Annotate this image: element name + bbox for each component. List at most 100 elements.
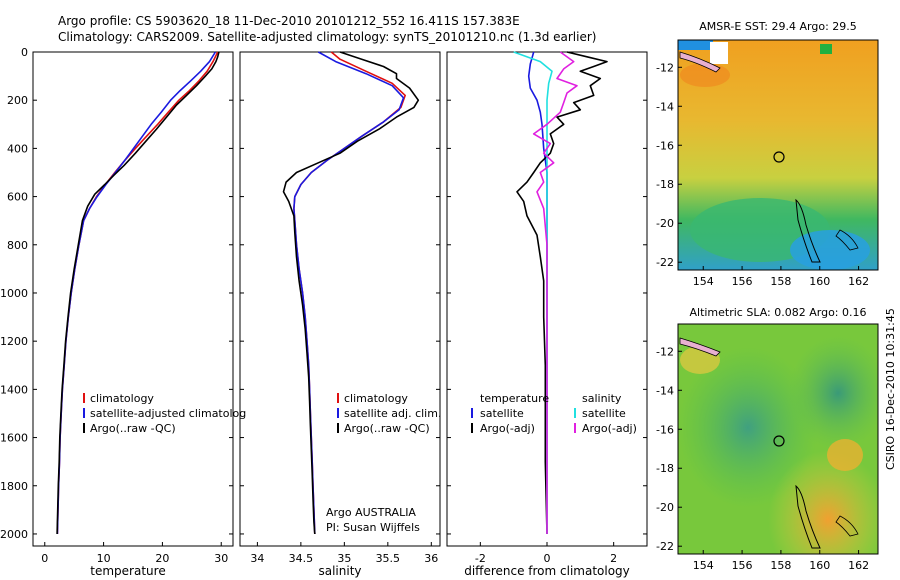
coastline-new-caledonia [795,198,821,263]
lat-tick-label: -22 [656,256,674,269]
salinity-series [282,51,420,535]
lat-tick-label: -20 [656,217,674,230]
difference-legend: temperature satellite Argo(-adj) salinit… [471,392,637,435]
y-tick-label: 800 [7,239,28,252]
lat-tick-label: -14 [656,384,674,397]
y-tick-label: 1200 [0,335,28,348]
lat-tick-label: -20 [656,501,674,514]
x-tick-label: 10 [97,552,111,565]
temperature-legend: climatology satellite-adjusted climatolo… [83,392,246,435]
legend-label-sal-argo: Argo(-adj) [582,422,637,435]
coastline-reef [835,515,859,537]
sst-map-title: AMSR-E SST: 29.4 Argo: 29.5 [699,20,857,33]
series-climatology [293,51,407,535]
lon-tick-label: 156 [732,275,753,288]
argo-program-label: Argo AUSTRALIA [326,506,416,519]
sla-map-axes: -12 -14 -16 -18 -20 -22 154 156 158 160 162 [656,345,869,572]
temperature-series [56,51,220,535]
legend-label-argo: Argo(..raw -QC) [344,422,430,435]
y-tick-label: 0 [21,46,28,59]
legend-label-argo: Argo(..raw -QC) [90,422,176,435]
lon-tick-label: 156 [732,559,753,572]
y-tick-label: 400 [7,142,28,155]
sla-orange-patch [827,439,863,471]
lat-tick-label: -16 [656,139,674,152]
coastline-new-caledonia [795,484,821,549]
y-tick-label: 1400 [0,383,28,396]
lat-tick-label: -18 [656,178,674,191]
x-tick-label: 30 [214,552,228,565]
x-tick-label: 34 [250,552,264,565]
x-tick-label: 2 [610,552,617,565]
credit-timestamp: CSIRO 16-Dec-2010 10:31:45 [884,308,897,470]
sst-map-frame [677,39,879,271]
temperature-y-axis: 0 200 400 600 800 1000 1200 1400 1600 1800 2000 [0,46,233,541]
header-line-2: Climatology: CARS2009. Satellite-adjuste… [58,30,596,44]
lon-tick-label: 162 [848,559,869,572]
salinity-legend: climatology satellite adj. clim. Argo(..… [337,392,441,435]
y-tick-label: 2000 [0,528,28,541]
sst-map: AMSR-E SST: 29.4 Argo: 29.5 -12 -14 -16 -18… [656,20,879,288]
x-tick-label: 35 [337,552,351,565]
legend-heading-salinity: salinity [582,392,622,405]
lon-tick-label: 154 [693,275,714,288]
coastline-reef [835,229,859,251]
y-tick-label: 200 [7,94,28,107]
legend-label-climatology: climatology [344,392,408,405]
y-tick-label: 1000 [0,287,28,300]
sla-map-frame [677,323,879,555]
x-tick-label: 34.5 [289,552,314,565]
sst-green-patch [820,44,832,54]
series-argo-raw-qc [56,51,220,535]
lat-tick-label: -14 [656,100,674,113]
legend-label-climatology: climatology [90,392,154,405]
argo-location-marker [773,151,785,163]
lon-tick-label: 160 [809,275,830,288]
x-tick-label: 20 [155,552,169,565]
difference-series [513,51,608,535]
salinity-y-axis [240,51,440,535]
series-temperature-argo-adj [516,51,608,535]
lat-tick-label: -22 [656,540,674,553]
lat-tick-label: -12 [656,345,674,358]
lon-tick-label: 158 [770,275,791,288]
difference-y-axis [447,51,647,535]
sla-map: Altimetric SLA: 0.082 Argo: 0.16 -12 -14 -… [656,306,879,572]
lat-tick-label: -18 [656,462,674,475]
legend-label-satellite: satellite adj. clim. [344,407,441,420]
series-salinity-argo-adj [532,51,578,534]
legend-label-temp-satellite: satellite [480,407,524,420]
legend-label-sal-satellite: satellite [582,407,626,420]
x-tick-label: 0 [544,552,551,565]
lon-tick-label: 158 [770,559,791,572]
temperature-panel: 0 200 400 600 800 1000 1200 1400 1600 1800 2000 0 1… [0,46,246,578]
legend-heading-temperature: temperature [480,392,549,405]
temperature-xlabel: temperature [90,564,165,578]
pi-label: PI: Susan Wijffels [326,521,420,534]
series-satellite-adjusted-climatology [56,51,217,535]
salinity-xlabel: salinity [318,564,361,578]
legend-label-satellite: satellite-adjusted climatolog [90,407,246,420]
sst-map-axes: -12 -14 -16 -18 -20 -22 154 156 158 160 162 [656,61,869,288]
lat-tick-label: -12 [656,61,674,74]
difference-xlabel: difference from climatology [464,564,630,578]
difference-panel: -2 0 2 difference from climatology tempera… [446,51,648,578]
legend-label-temp-argo: Argo(-adj) [480,422,535,435]
lon-tick-label: 154 [693,559,714,572]
lon-tick-label: 162 [848,275,869,288]
y-tick-label: 1600 [0,432,28,445]
salinity-panel: 34 34.5 35 35.5 36 salinity climatology sate… [239,51,441,578]
y-tick-label: 600 [7,191,28,204]
y-tick-label: 1800 [0,480,28,493]
x-tick-label: 36 [424,552,438,565]
difference-x-axis: -2 0 2 [475,542,617,565]
lat-tick-label: -16 [656,423,674,436]
x-tick-label: 0 [41,552,48,565]
sst-corner-patch [678,40,713,50]
x-tick-label: 35.5 [376,552,401,565]
sst-cold-region [790,230,870,270]
sla-map-title: Altimetric SLA: 0.082 Argo: 0.16 [689,306,866,319]
series-argo-raw-qc [282,51,420,535]
header-line-1: Argo profile: CS 5903620_18 11-Dec-2010 … [58,14,520,28]
